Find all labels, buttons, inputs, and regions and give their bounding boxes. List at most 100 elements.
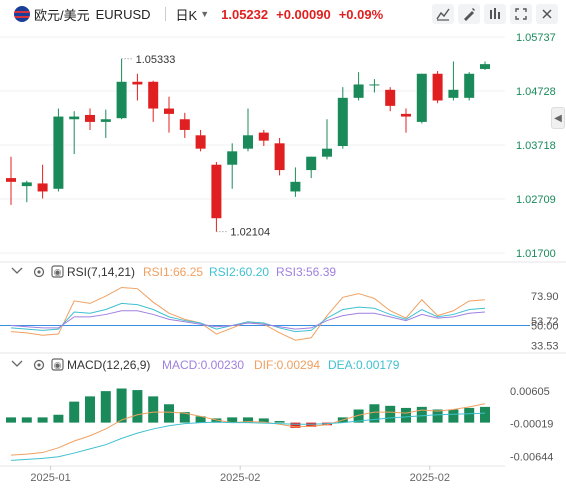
- price-tick-label: 1.01700: [516, 248, 556, 260]
- gear-icon[interactable]: [33, 266, 45, 278]
- rsi1-value: RSI1:66.25: [143, 265, 203, 279]
- toolbar: 欧元/美元 EURUSD 日K ▼ 1.05232 +0.00090 +0.09…: [0, 0, 566, 28]
- eu-us-flag-icon: [14, 6, 30, 22]
- candle: [353, 72, 364, 101]
- candle-body: [448, 89, 459, 98]
- candle: [480, 61, 490, 71]
- fullscreen-icon[interactable]: [510, 4, 532, 24]
- collapse-icon[interactable]: [11, 267, 23, 274]
- price-tick-label: 1.03718: [516, 140, 556, 152]
- candle-body: [258, 132, 269, 141]
- candle-body: [337, 97, 348, 146]
- rsi3-value: RSI3:56.39: [276, 265, 336, 279]
- price-change: +0.00090: [276, 6, 331, 22]
- candle: [69, 111, 80, 155]
- macd-bar: [464, 407, 475, 423]
- candle: [306, 156, 317, 179]
- rsi-tick-label: 33.53: [531, 341, 559, 353]
- price-tick-label: 1.02709: [516, 194, 556, 206]
- candle: [322, 119, 332, 160]
- macd-bar: [290, 422, 301, 428]
- candle-body: [274, 143, 285, 171]
- settings-icon[interactable]: [484, 4, 506, 24]
- macd-bar: [37, 417, 48, 423]
- period-selector[interactable]: 日K ▼: [176, 5, 210, 24]
- candle-body: [132, 81, 143, 85]
- candle: [243, 108, 253, 152]
- rsi-tick-label: 53.72: [531, 316, 559, 328]
- candle: [100, 109, 111, 138]
- candle: [401, 108, 411, 133]
- candle-body: [480, 64, 490, 69]
- candle: [6, 156, 16, 205]
- macd-bar: [132, 390, 143, 423]
- last-price: 1.05232: [221, 6, 269, 22]
- candle-body: [306, 156, 317, 171]
- macd-tick-label: 0.00605: [510, 386, 550, 398]
- extreme-annotations: 1.05333 1.02104: [121, 54, 270, 239]
- macd-bar: [179, 412, 190, 423]
- candle: [290, 167, 301, 197]
- eye-icon[interactable]: ◉: [51, 265, 64, 278]
- candle: [258, 129, 269, 146]
- candle-body: [416, 73, 427, 122]
- macd-bar: [227, 417, 238, 423]
- rsi-header: ◉ RSI(7,14,21) RSI1:66.25 RSI2:60.20 RSI…: [11, 265, 336, 279]
- candle-body: [21, 182, 32, 187]
- rsi2-line: [10, 302, 486, 333]
- price-tick-label: 1.05737: [516, 32, 556, 44]
- candle-body: [432, 73, 443, 101]
- candle-body: [37, 183, 48, 192]
- symbol-code: EURUSD: [95, 6, 151, 22]
- macd-bar: [385, 405, 396, 423]
- candle-body: [227, 151, 238, 165]
- candle: [179, 112, 190, 138]
- indicator-icon[interactable]: [432, 4, 454, 24]
- close-icon[interactable]: [536, 4, 558, 24]
- candle-body: [464, 73, 475, 98]
- dif-line: [10, 403, 486, 456]
- macd-value: MACD:0.00230: [162, 358, 244, 372]
- macd-bar: [258, 418, 269, 423]
- macd-bar: [148, 396, 159, 423]
- macd-bar: [100, 391, 111, 423]
- time-tick-label: 2025-02: [220, 472, 260, 484]
- candle: [21, 180, 32, 203]
- macd-bar: [116, 388, 127, 423]
- collapse-icon[interactable]: [11, 360, 23, 367]
- candle-body: [53, 116, 64, 189]
- candle: [274, 137, 285, 176]
- toolbar-divider: [164, 7, 166, 21]
- macd-bar: [195, 416, 206, 423]
- macd-bar: [480, 406, 490, 423]
- time-tick-label: 2025-02: [410, 472, 450, 484]
- candle: [227, 143, 238, 189]
- drawing-icon[interactable]: [458, 4, 480, 24]
- candle-body: [100, 119, 111, 122]
- macd-tick-label: -0.00644: [510, 451, 553, 463]
- rsi-tick-label: 73.90: [531, 291, 559, 303]
- candle: [195, 129, 206, 152]
- eye-icon[interactable]: ◉: [51, 358, 64, 371]
- macd-title: MACD(12,26,9): [67, 358, 150, 372]
- macd-bar: [274, 421, 285, 423]
- candle: [53, 108, 64, 192]
- candle-body: [369, 84, 380, 86]
- chevron-left-icon[interactable]: ◀: [551, 107, 565, 129]
- rsi-tick-label: 50.00: [531, 320, 559, 332]
- macd-bar: [416, 406, 427, 423]
- gear-icon[interactable]: [33, 359, 45, 371]
- candle-body: [69, 116, 80, 120]
- macd-header: ◉ MACD(12,26,9) MACD:0.00230 DIF:0.00294…: [11, 358, 400, 372]
- macd-bar: [353, 409, 364, 423]
- candle-body: [211, 164, 222, 219]
- macd-bar: [369, 404, 380, 423]
- macd-bar: [243, 417, 253, 423]
- time-axis: 2025-01 2025-02 2025-02: [30, 466, 450, 484]
- period-label: 日K: [175, 7, 198, 23]
- dif-value: DIF:0.00294: [254, 358, 320, 372]
- candle-body: [85, 114, 95, 122]
- macd-tick-label: -0.00019: [510, 419, 553, 431]
- candle-body: [116, 81, 127, 119]
